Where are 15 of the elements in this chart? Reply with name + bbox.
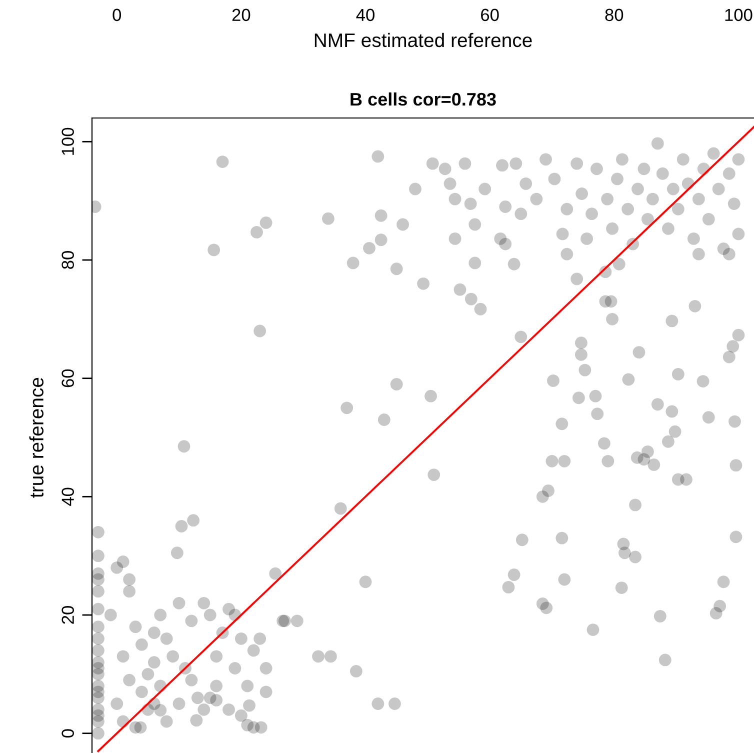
y-tick-label: 20 bbox=[62, 606, 74, 624]
x-tick-label: 0 bbox=[112, 8, 122, 22]
y-tick-label: 80 bbox=[62, 251, 74, 269]
x-tick-label: 20 bbox=[232, 8, 250, 22]
x-tick-label: 40 bbox=[356, 8, 374, 22]
y-tick-label: 60 bbox=[62, 369, 74, 388]
x-tick-label: 60 bbox=[481, 8, 499, 22]
x-tick-label: 100 bbox=[725, 8, 752, 22]
chart-title: B cells cor=0.783 bbox=[350, 92, 496, 106]
y-tick-label: 100 bbox=[62, 128, 74, 155]
x-axis-title: NMF estimated reference bbox=[314, 32, 532, 48]
y-tick-label: 0 bbox=[62, 729, 74, 738]
y-axis-title: true reference bbox=[29, 378, 44, 498]
y-tick-label: 40 bbox=[62, 488, 74, 506]
x-tick-label: 80 bbox=[605, 8, 624, 22]
